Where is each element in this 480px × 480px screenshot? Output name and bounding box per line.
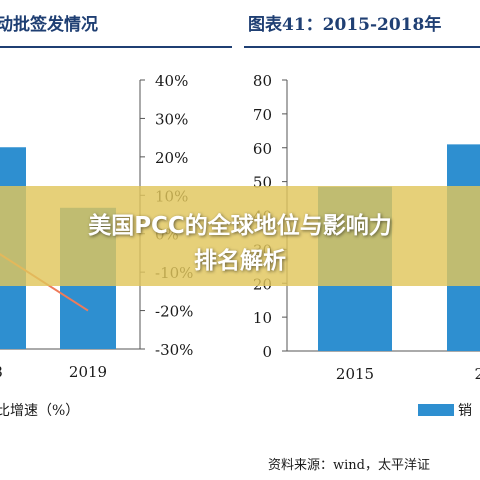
left-y2-tick-label: 20% <box>155 149 188 167</box>
left-y2-tick-label: 40% <box>155 72 188 90</box>
right-y-tick-label: 10 <box>253 309 272 327</box>
right-y-tick-label: 70 <box>253 106 272 124</box>
right-legend-label: 销 <box>458 403 472 419</box>
left-title-rule <box>0 46 232 48</box>
left-y2-tick-label: 30% <box>155 110 188 128</box>
right-title-rule <box>244 46 480 48</box>
left-chart-title: 动批签发情况 <box>0 15 98 35</box>
right-y-tick-label: 0 <box>262 343 272 361</box>
right-chart-title: 图表41：2015-2018年 <box>248 15 442 35</box>
left-y2-tick-label: -30% <box>155 341 193 359</box>
right-x-tick-label: 2015 <box>336 365 374 383</box>
right-x-tick-label: 20 <box>474 365 480 383</box>
right-y-tick-label: 60 <box>253 140 272 158</box>
right-legend-swatch <box>418 404 454 416</box>
right-y-tick-label: 80 <box>253 72 272 90</box>
left-legend-label: 比增速（%） <box>0 403 80 419</box>
source-note: 资料来源：wind，太平洋证 <box>268 458 430 473</box>
banner-title-line1: 美国PCC的全球地位与影响力 <box>88 213 392 239</box>
left-x-tick-label: 2019 <box>69 363 107 381</box>
left-y2-tick-label: -20% <box>155 303 193 321</box>
title-banner: 美国PCC的全球地位与影响力 排名解析 <box>0 186 480 286</box>
left-x-tick-label: 8 <box>0 363 3 381</box>
banner-title-line2: 排名解析 <box>194 248 286 274</box>
